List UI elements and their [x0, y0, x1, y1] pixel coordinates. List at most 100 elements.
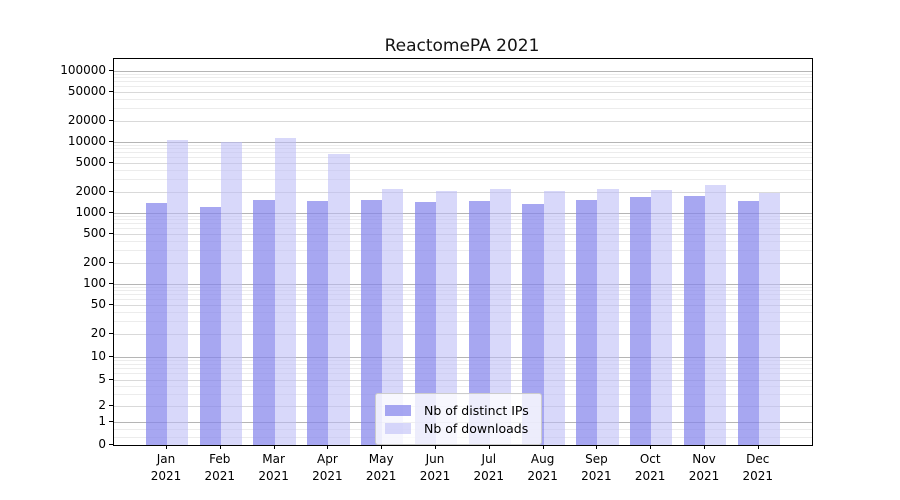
bar-downloads-jan: [167, 139, 189, 445]
y-tick-mark: [109, 283, 113, 284]
y-tick-label: 20000: [67, 113, 106, 127]
gridline: [114, 385, 812, 387]
bar-downloads-oct: [651, 189, 673, 445]
x-tick-label-line2: 2021: [742, 469, 774, 483]
y-tick-mark: [109, 421, 113, 422]
x-tick-label-line2: 2021: [634, 469, 666, 483]
y-tick-label: 50: [90, 297, 106, 311]
y-tick-mark: [109, 91, 113, 92]
x-tick-label: Mar 2021: [242, 451, 306, 485]
y-tick-label: 500: [83, 226, 106, 240]
gridline: [114, 311, 812, 313]
x-tick-mark: [435, 445, 436, 449]
bar-downloads-aug: [543, 190, 565, 445]
y-tick-label: 2: [98, 398, 106, 412]
bar-downloads-sep: [597, 188, 619, 445]
gridline: [114, 85, 812, 87]
y-tick-label: 10000: [67, 134, 106, 148]
x-tick-mark: [273, 445, 275, 449]
x-tick-mark: [704, 445, 705, 449]
x-tick-label-line1: Jul: [481, 452, 497, 466]
bar-distinct-ips-feb: [199, 207, 221, 445]
gridline: [114, 212, 812, 214]
bar-distinct-ips-jan: [145, 202, 167, 445]
x-tick-label-line1: Apr: [317, 452, 338, 466]
gridline: [114, 290, 812, 292]
y-tick-mark: [109, 162, 113, 163]
y-tick-mark: [109, 191, 113, 192]
x-tick-label: Feb 2021: [188, 451, 252, 485]
gridline: [114, 223, 812, 225]
bar-distinct-ips-nov: [683, 195, 705, 445]
bar-distinct-ips-mar: [253, 200, 275, 445]
x-tick-label: Nov 2021: [672, 451, 736, 485]
bar-distinct-ips-sep: [576, 199, 598, 445]
gridline: [114, 356, 812, 358]
bar-distinct-ips-may: [360, 200, 383, 445]
y-tick-mark: [109, 212, 113, 213]
bar-downloads-may: [382, 188, 404, 445]
x-tick-label-line2: 2021: [312, 469, 343, 483]
x-tick-label-line2: 2021: [527, 469, 558, 483]
bar-downloads-dec: [758, 193, 781, 445]
y-tick-label: 5000: [75, 155, 106, 169]
gridline: [114, 379, 812, 381]
plot-area: Nb of distinct IPs Nb of downloads: [113, 58, 813, 446]
y-tick-mark: [109, 70, 113, 71]
bar-downloads-jun: [436, 191, 458, 445]
x-tick-label-line1: Aug: [530, 452, 555, 466]
x-tick-label: Apr 2021: [295, 451, 359, 485]
gridline: [114, 144, 812, 146]
x-tick-mark: [381, 445, 383, 449]
gridline: [114, 156, 812, 158]
y-tick-label: 5: [98, 372, 106, 386]
y-tick-label: 1: [98, 414, 106, 428]
gridline: [114, 91, 812, 93]
y-tick-mark: [109, 233, 113, 234]
y-tick-mark: [109, 304, 113, 305]
gridline: [114, 304, 812, 306]
bar-downloads-apr: [328, 153, 350, 445]
y-tick-label: 2000: [75, 184, 106, 198]
gridline: [114, 81, 812, 83]
y-tick-mark: [109, 379, 113, 380]
gridline: [114, 233, 812, 235]
gridline: [114, 148, 812, 150]
x-tick-label-line1: Jan: [156, 452, 176, 466]
y-tick-label: 100000: [60, 63, 106, 77]
bar-distinct-ips-jul: [468, 201, 490, 445]
chart-title: ReactomePA 2021: [384, 36, 540, 56]
x-tick-label: May 2021: [349, 451, 413, 485]
gridline: [114, 162, 812, 164]
gridline: [114, 152, 812, 154]
gridline: [114, 70, 812, 72]
gridline: [114, 227, 812, 229]
gridline: [114, 320, 812, 322]
gridline: [114, 141, 812, 143]
bar-distinct-ips-dec: [737, 200, 759, 445]
y-tick-label: 10: [90, 349, 106, 363]
gridline: [114, 107, 812, 109]
x-tick-label-line1: Dec: [746, 452, 770, 466]
x-tick-label-line2: 2021: [473, 469, 505, 483]
gridline: [114, 294, 812, 296]
y-tick-mark: [109, 120, 113, 121]
gridline: [114, 120, 812, 122]
y-tick-mark: [109, 333, 113, 334]
bar-distinct-ips-aug: [522, 203, 544, 445]
plot-content: [114, 59, 812, 445]
gridline: [114, 249, 812, 251]
x-tick-label-line1: May: [368, 452, 394, 466]
bar-distinct-ips-apr: [307, 200, 329, 445]
gridline: [114, 359, 812, 361]
x-tick-label-line1: Jun: [425, 452, 445, 466]
legend-item-distinct-ips: Nb of distinct IPs: [385, 402, 529, 418]
gridline: [114, 298, 812, 300]
x-tick-mark: [166, 445, 167, 449]
x-tick-label: Jan 2021: [134, 451, 198, 485]
x-tick-label: Jul 2021: [457, 451, 521, 485]
legend-swatch-downloads: [385, 422, 411, 434]
bar-downloads-nov: [705, 185, 727, 445]
x-tick-label-line2: 2021: [419, 469, 451, 483]
